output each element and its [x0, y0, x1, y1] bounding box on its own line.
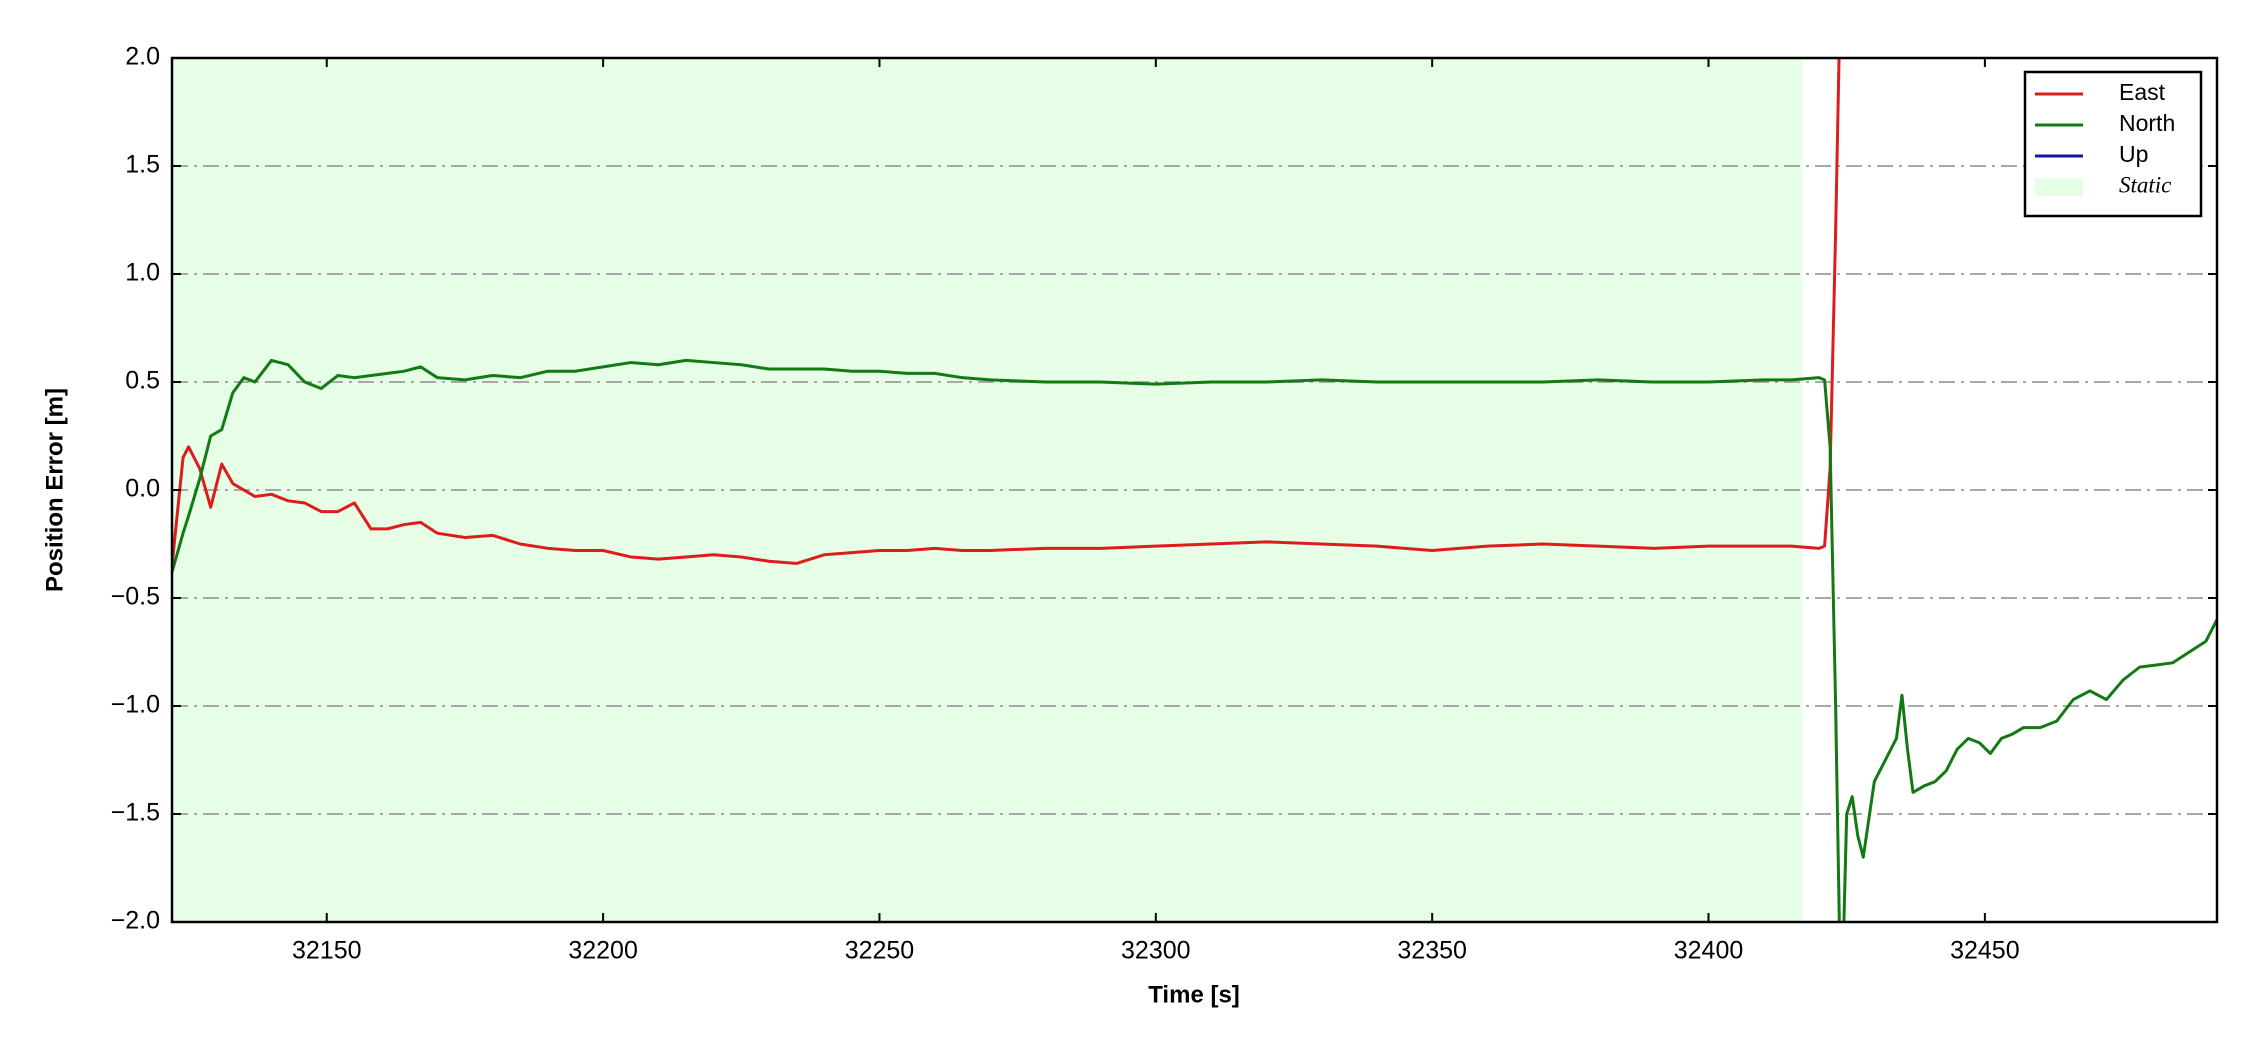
- series-line: [172, 358, 2217, 922]
- y-tick-label: 0.0: [125, 475, 160, 503]
- x-tick-label: 32350: [1397, 937, 1467, 965]
- plot-frame: [170, 56, 2219, 924]
- legend-label: Up: [2119, 141, 2148, 167]
- y-axis-label: Position Error [m]: [41, 388, 68, 592]
- plot-area: [172, 58, 2217, 922]
- x-tick-label: 32200: [568, 937, 638, 965]
- series-line: [172, 58, 1841, 566]
- legend: East North Up Static: [2023, 70, 2203, 218]
- y-tick-label: −0.5: [111, 583, 160, 611]
- x-tick-label: 32450: [1950, 937, 2020, 965]
- legend-label: North: [2119, 110, 2175, 136]
- x-tick-label: 32400: [1674, 937, 1744, 965]
- x-tick-label: 32150: [292, 937, 362, 965]
- y-tick-label: −2.0: [111, 907, 160, 935]
- x-axis-label: Time [s]: [1148, 981, 1240, 1008]
- x-tick-label: 32300: [1121, 937, 1191, 965]
- legend-label: Static: [2119, 172, 2171, 197]
- y-tick-label: 1.0: [125, 259, 160, 287]
- y-tick-label: −1.5: [111, 799, 160, 827]
- y-tick-label: 0.5: [125, 367, 160, 395]
- y-tick-label: 1.5: [125, 151, 160, 179]
- legend-swatch: [2035, 178, 2083, 196]
- legend-label: East: [2119, 79, 2166, 105]
- x-tick-label: 32250: [845, 937, 915, 965]
- y-tick-label: −1.0: [111, 691, 160, 719]
- y-tick-label: 2.0: [125, 43, 160, 71]
- axes: −2.0 −1.5 −1.0 −0.5 0.0 0.5 1.0 1.5 2.0 32150 3220…: [111, 43, 2219, 965]
